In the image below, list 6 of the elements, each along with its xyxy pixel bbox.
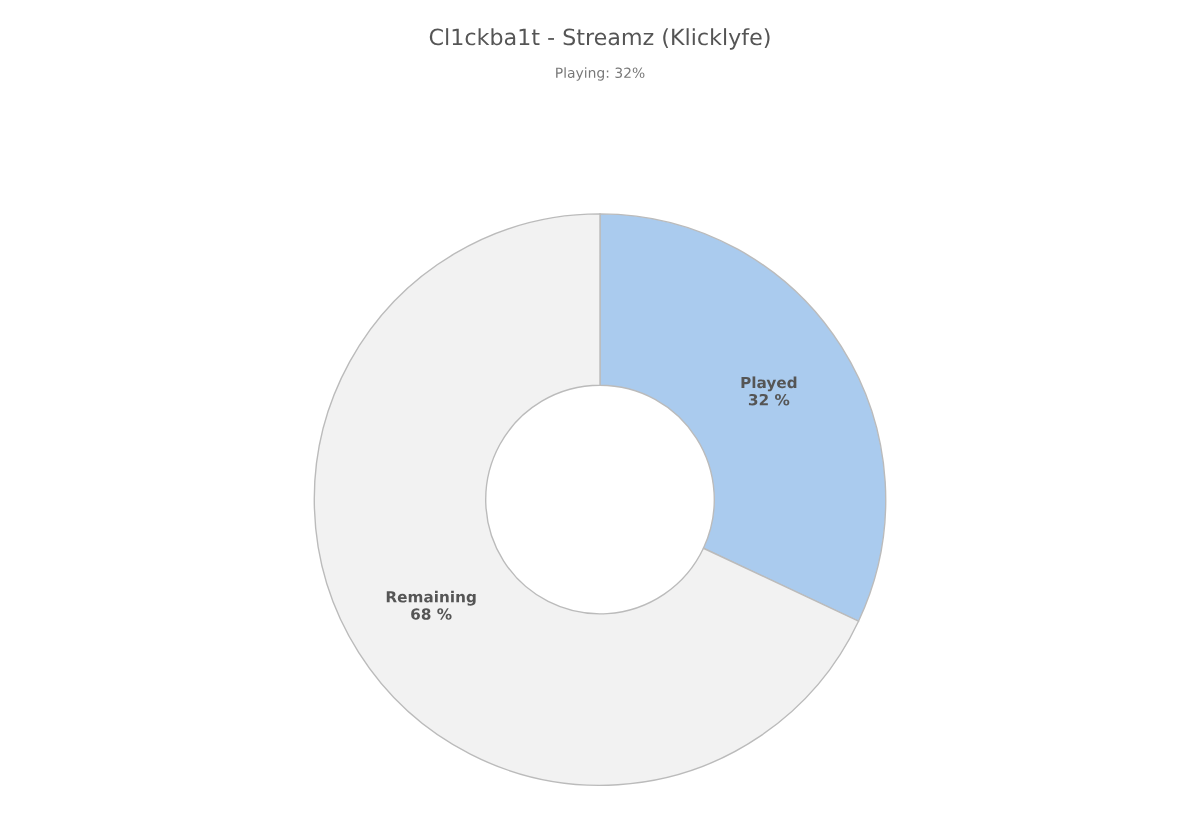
chart-subtitle: Playing: 32% xyxy=(556,67,645,81)
data-label: 68 % xyxy=(411,608,452,620)
data-label: 32 % xyxy=(748,393,790,406)
chart-title: Cl1ckba1t - Streamz (Klicklyfe) xyxy=(429,28,770,50)
slice-label: Remaining xyxy=(386,590,476,606)
slice-label: Played xyxy=(741,376,797,392)
